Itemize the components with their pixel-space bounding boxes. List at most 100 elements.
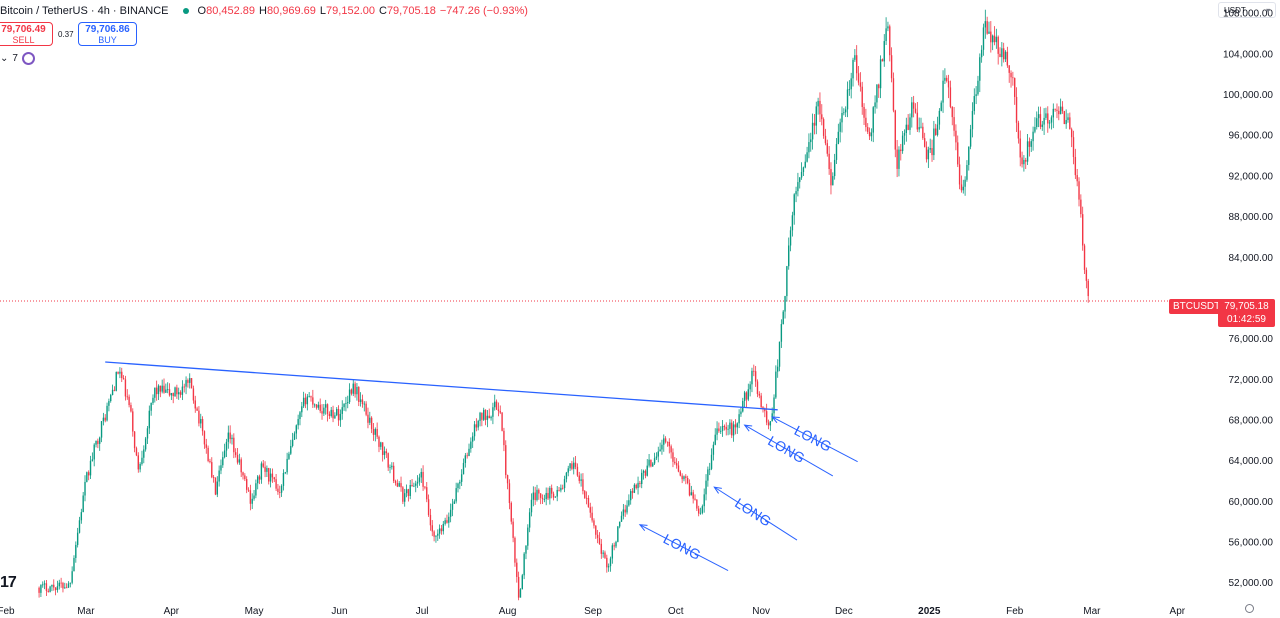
candle-body xyxy=(317,404,320,408)
candle-body xyxy=(488,415,490,419)
candle-body xyxy=(282,473,285,486)
symbol-title[interactable]: Bitcoin / TetherUS · 4h · BINANCE xyxy=(0,5,169,17)
candle xyxy=(1067,113,1069,123)
candle-body xyxy=(1067,117,1069,121)
long-arrow[interactable] xyxy=(714,486,798,541)
time-axis[interactable]: Feb Mar Apr May Jun Jul Aug Sep Oct Nov Dec 2025 Feb… xyxy=(0,606,1186,617)
chevron-down-icon[interactable]: ⌄ xyxy=(0,53,9,64)
candle xyxy=(830,162,832,195)
time-tick-label: Oct xyxy=(668,606,684,617)
time-tick-label: Mar xyxy=(1083,606,1101,617)
candle xyxy=(262,460,264,469)
candle-body xyxy=(38,587,40,593)
gear-icon[interactable] xyxy=(1245,604,1254,613)
candle-body xyxy=(86,472,88,482)
candle xyxy=(916,102,919,133)
symbol-legend[interactable]: Bitcoin / TetherUS · 4h · BINANCE O 80,45… xyxy=(0,3,532,19)
candle xyxy=(1015,87,1018,132)
candle xyxy=(488,408,490,419)
candle xyxy=(154,387,156,403)
candle-body xyxy=(681,475,683,480)
candle-body xyxy=(245,479,248,490)
candle xyxy=(652,462,654,467)
candle-body xyxy=(146,428,149,439)
candle xyxy=(565,471,568,483)
candle xyxy=(993,26,996,46)
buy-button[interactable]: 79,706.86 BUY xyxy=(78,22,137,46)
candle xyxy=(782,309,784,325)
candle-body xyxy=(367,414,369,423)
candle-body xyxy=(861,86,863,107)
candle xyxy=(42,581,44,588)
long-label[interactable]: LONG xyxy=(661,530,704,562)
candle xyxy=(900,143,902,161)
candle-body xyxy=(449,509,452,517)
low-label: L xyxy=(319,5,327,17)
candle-body xyxy=(141,457,143,464)
candle xyxy=(986,16,988,35)
candle-body xyxy=(815,106,817,126)
tradingview-logo[interactable]: 17 xyxy=(0,574,17,591)
candle-body xyxy=(508,483,511,504)
candle-body xyxy=(789,230,792,246)
candle xyxy=(477,419,479,431)
candle-body xyxy=(499,411,501,413)
candle-body xyxy=(1014,78,1016,97)
long-label[interactable]: LONG xyxy=(732,495,774,530)
candle-body xyxy=(872,107,874,133)
candle-body xyxy=(189,378,191,383)
candle xyxy=(102,412,105,426)
candle-body xyxy=(786,266,788,297)
candle xyxy=(810,132,812,152)
candle-body xyxy=(451,503,454,510)
sell-button[interactable]: 79,706.49 SELL xyxy=(0,22,53,46)
candle xyxy=(405,484,408,498)
candle xyxy=(1032,126,1034,151)
candle xyxy=(455,482,457,504)
candle-body xyxy=(982,27,985,50)
candle-body xyxy=(347,402,349,404)
candle xyxy=(255,479,257,499)
candle xyxy=(791,211,794,237)
candle-body xyxy=(420,471,422,478)
candle-body xyxy=(455,488,457,502)
open-value: 80,452.89 xyxy=(206,5,256,17)
candle xyxy=(855,45,858,81)
long-arrow[interactable] xyxy=(771,416,858,463)
price-axis[interactable]: 52,000.00 56,000.00 60,000.00 64,000.00 68,0… xyxy=(1223,9,1273,590)
candle-body xyxy=(988,31,990,34)
candle-body xyxy=(760,395,762,408)
candle-body xyxy=(286,458,288,473)
candle xyxy=(584,490,586,499)
candle xyxy=(538,488,540,500)
candle xyxy=(387,452,389,471)
candle xyxy=(714,428,716,446)
long-arrow[interactable] xyxy=(639,524,729,571)
candle-body xyxy=(747,389,749,400)
candle xyxy=(835,138,838,164)
candle xyxy=(670,444,672,459)
candle xyxy=(628,494,630,507)
candle xyxy=(1037,106,1040,128)
currency-select[interactable]: USDT ▾ xyxy=(1218,2,1276,18)
candle xyxy=(229,425,231,444)
candle xyxy=(1045,107,1047,121)
candle xyxy=(380,441,382,450)
candle-body xyxy=(73,557,75,572)
candle-body xyxy=(756,381,759,394)
cycle-icon[interactable] xyxy=(21,52,35,65)
indicators-toggle[interactable]: ⌄ 7 xyxy=(0,52,35,65)
candle-body xyxy=(637,482,639,489)
resistance-trendline[interactable] xyxy=(105,361,778,411)
candle-body xyxy=(958,164,961,185)
candle xyxy=(323,404,325,416)
candle xyxy=(672,448,674,468)
candle xyxy=(745,391,748,408)
candle xyxy=(765,403,768,426)
long-arrow[interactable] xyxy=(744,424,834,477)
candle-body xyxy=(51,584,53,587)
candle-body xyxy=(268,468,270,482)
candle xyxy=(867,123,869,135)
candle-body xyxy=(523,553,525,576)
